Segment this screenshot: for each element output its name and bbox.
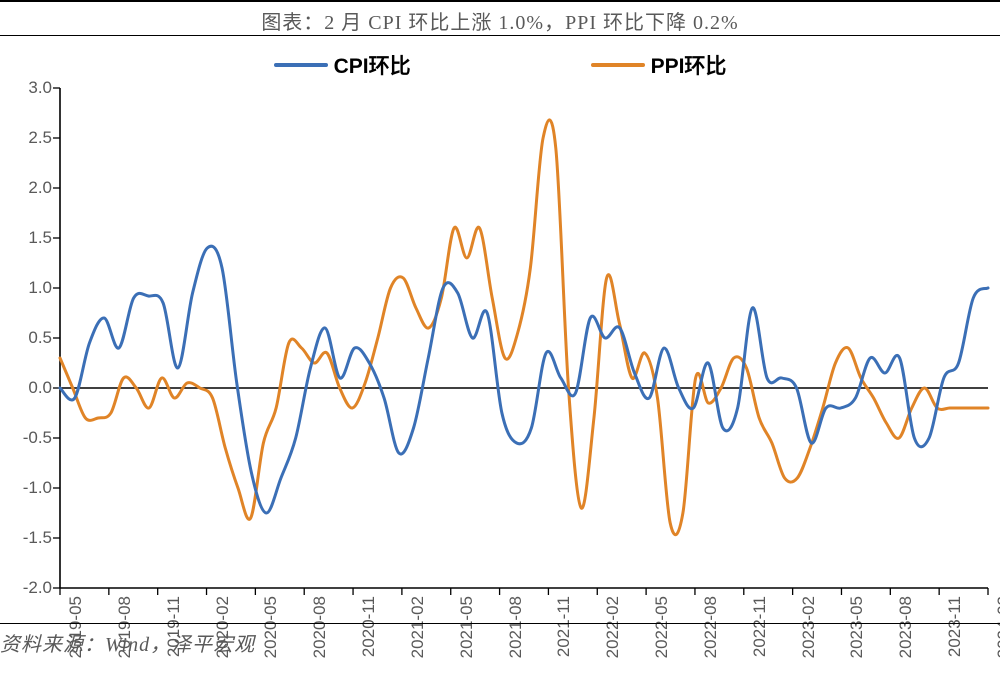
legend-swatch-cpi [274, 63, 328, 67]
chart-title: 图表：2 月 CPI 环比上涨 1.0%，PPI 环比下降 0.2% [0, 0, 1000, 36]
plot-container: -2.0-1.5-1.0-0.50.00.51.01.52.02.53.0 20… [0, 86, 1000, 590]
legend-label-ppi: PPI环比 [651, 50, 727, 80]
y-axis: -2.0-1.5-1.0-0.50.00.51.01.52.02.53.0 [0, 86, 60, 590]
source-line: 资料来源：Wind，泽平宏观 [0, 623, 1000, 657]
y-tick-label: 2.0 [28, 178, 52, 198]
y-tick-label: -2.0 [23, 578, 52, 598]
y-tick-label: -1.0 [23, 478, 52, 498]
y-tick-label: 1.5 [28, 228, 52, 248]
plot-svg [60, 86, 988, 590]
y-tick-label: -0.5 [23, 428, 52, 448]
y-tick-label: 3.0 [28, 78, 52, 98]
legend-item-cpi: CPI环比 [274, 50, 411, 80]
y-tick-label: 0.5 [28, 328, 52, 348]
y-tick-label: 1.0 [28, 278, 52, 298]
legend: CPI环比 PPI环比 [0, 36, 1000, 86]
legend-label-cpi: CPI环比 [334, 50, 411, 80]
y-tick-label: -1.5 [23, 528, 52, 548]
legend-item-ppi: PPI环比 [591, 50, 727, 80]
legend-swatch-ppi [591, 63, 645, 67]
plot-area [60, 86, 988, 590]
y-tick-label: 0.0 [28, 378, 52, 398]
y-tick-label: 2.5 [28, 128, 52, 148]
